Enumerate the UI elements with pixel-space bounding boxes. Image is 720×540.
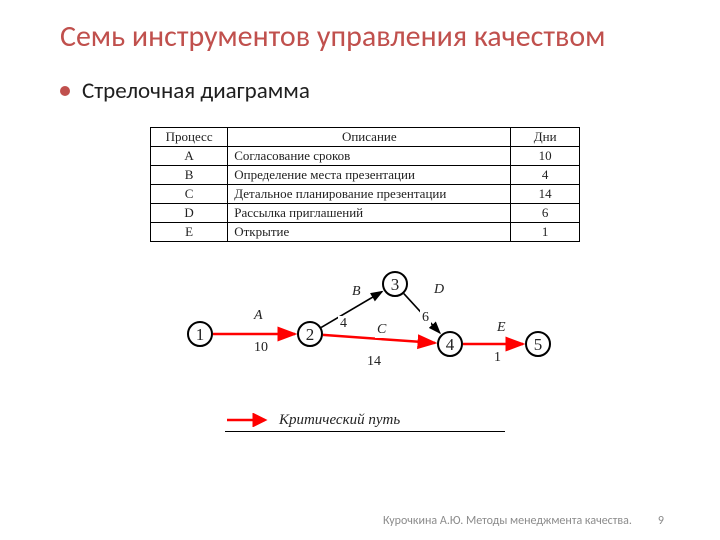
edge-letter: D (432, 282, 446, 298)
table-header: Процесс (151, 127, 228, 146)
bullet-icon (60, 86, 70, 96)
edge-letter: E (495, 320, 508, 336)
process-table: ПроцессОписаниеДниAСогласование сроков10… (150, 127, 580, 242)
legend-arrow-icon (225, 413, 271, 427)
legend: Критический путь (225, 412, 505, 432)
edge-value: 6 (420, 310, 431, 326)
bullet-row: Стрелочная диаграмма (60, 77, 670, 105)
table-row: AСогласование сроков10 (151, 146, 580, 165)
bullet-text: Стрелочная диаграмма (82, 77, 310, 105)
slide: Семь инструментов управления качеством С… (0, 0, 720, 540)
edge-value: 14 (365, 354, 383, 370)
edge-letter: A (252, 308, 265, 324)
diagram-node: 2 (297, 321, 323, 347)
edge-letter: C (375, 322, 388, 338)
table-row: EОткрытие1 (151, 222, 580, 241)
legend-label: Критический путь (279, 412, 400, 429)
table-row: DРассылка приглашений6 (151, 203, 580, 222)
table-header: Описание (228, 127, 511, 146)
diagram-node: 5 (525, 331, 551, 357)
edge-value: 10 (252, 340, 270, 356)
table-row: CДетальное планирование презентации14 (151, 184, 580, 203)
footer-page: 9 (658, 514, 664, 528)
edge-letter: B (350, 284, 363, 300)
diagram-node: 3 (382, 271, 408, 297)
edge-value: 1 (492, 350, 503, 366)
page-title: Семь инструментов управления качеством (60, 20, 670, 55)
table-row: BОпределение места презентации4 (151, 165, 580, 184)
footer: Курочкина А.Ю. Методы менеджмента качест… (383, 514, 664, 528)
arrow-diagram: A10B4C14D6E112345 (150, 264, 580, 404)
table-header: Дни (511, 127, 580, 146)
diagram-node: 1 (187, 321, 213, 347)
footer-author: Курочкина А.Ю. Методы менеджмента качест… (383, 514, 632, 528)
edge-value: 4 (338, 316, 349, 332)
diagram-node: 4 (437, 331, 463, 357)
